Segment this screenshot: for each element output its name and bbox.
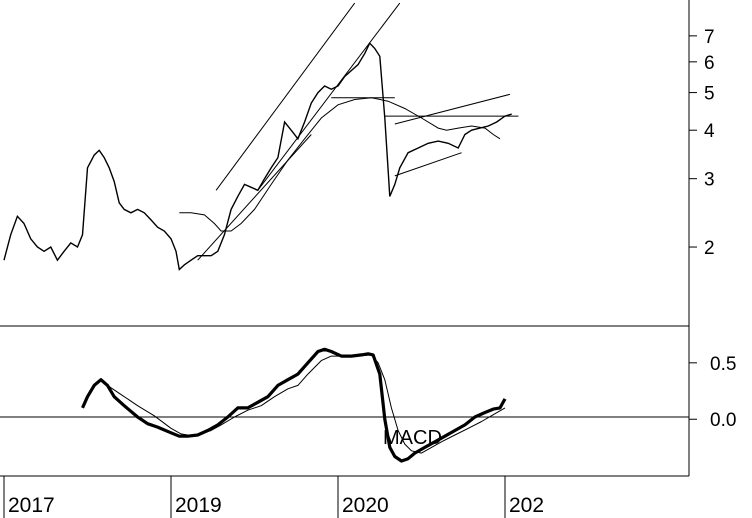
price-tick-label: 5 — [704, 84, 715, 105]
price-tick-label: 4 — [704, 121, 715, 142]
price-tick-label: 6 — [704, 53, 715, 74]
time-axis: 2017 2019 2020 202 — [3, 476, 544, 518]
channel-lower-line — [257, 2, 401, 191]
moving-average — [179, 97, 501, 232]
macd-panel — [81, 347, 507, 463]
year-label: 2019 — [175, 494, 222, 517]
macd-tick-label: 0.0 — [710, 410, 736, 431]
price-tick-label: 2 — [704, 238, 715, 259]
price-tick-label: 7 — [704, 27, 715, 48]
price-path — [3, 41, 512, 271]
price-axis: 2 3 4 5 6 7 — [689, 27, 715, 259]
macd-axis: 0.0 0.5 — [689, 354, 736, 431]
flag-upper-line — [394, 93, 511, 125]
price-panel — [3, 2, 519, 271]
flag-lower-line — [394, 152, 462, 177]
macd-line — [81, 347, 507, 463]
channel-upper-line — [215, 2, 356, 191]
support-trendline-lower — [197, 134, 312, 261]
macd-tick-label: 0.5 — [710, 354, 736, 375]
year-label: 202 — [509, 494, 544, 517]
year-label: 2020 — [342, 494, 389, 517]
signal-line — [107, 354, 506, 454]
price-tick-label: 3 — [704, 170, 715, 191]
year-label: 2017 — [8, 494, 55, 517]
macd-label: MACD — [383, 427, 442, 449]
